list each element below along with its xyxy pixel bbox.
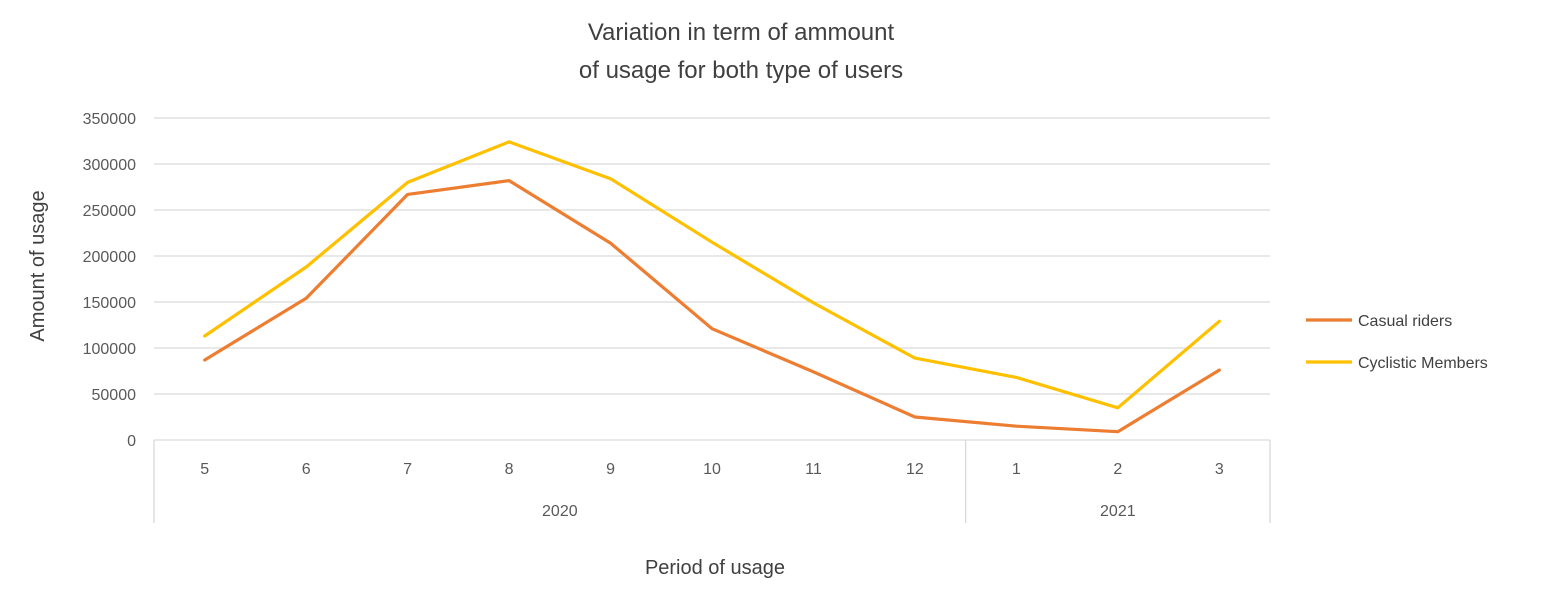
y-tick-label: 150000 <box>83 295 136 312</box>
legend-label-casual-riders: Casual riders <box>1358 313 1452 330</box>
legend: Casual riders Cyclistic Members <box>1306 313 1488 372</box>
x-tick-label: 3 <box>1215 461 1224 478</box>
casual-riders-line <box>203 179 1221 434</box>
x-group-label: 2020 <box>542 503 578 520</box>
chart-title-line-2: of usage for both type of users <box>579 57 903 84</box>
y-tick-label: 200000 <box>83 249 136 266</box>
legend-label-cyclistic-members: Cyclistic Members <box>1358 355 1488 372</box>
y-tick-label: 0 <box>127 433 136 450</box>
x-tick-label: 12 <box>906 461 924 478</box>
gridlines <box>154 117 1270 395</box>
y-axis-title: Amount of usage <box>27 190 49 341</box>
x-axis-title: Period of usage <box>645 557 785 579</box>
y-tick-label: 300000 <box>83 157 136 174</box>
chart-title: Variation in term of ammount of usage fo… <box>579 19 903 84</box>
y-tick-label: 350000 <box>83 111 136 128</box>
y-tick-label: 50000 <box>92 387 137 404</box>
x-tick-label: 2 <box>1113 461 1122 478</box>
x-tick-label: 1 <box>1012 461 1021 478</box>
y-tick-label: 250000 <box>83 203 136 220</box>
x-tick-label: 10 <box>703 461 721 478</box>
x-tick-label: 7 <box>403 461 412 478</box>
x-tick-label: 9 <box>606 461 615 478</box>
y-tick-label: 100000 <box>83 341 136 358</box>
x-tick-label: 8 <box>505 461 514 478</box>
x-tick-label: 11 <box>805 461 822 478</box>
series-lines <box>203 140 1221 434</box>
cyclistic-members-line <box>203 140 1221 410</box>
x-tick-label: 6 <box>302 461 311 478</box>
x-tick-label: 5 <box>200 461 209 478</box>
y-axis-ticks: 0 50000 100000 150000 200000 250000 300000 3500… <box>83 111 136 450</box>
chart-title-line-1: Variation in term of ammount <box>588 19 895 46</box>
x-group-label: 2021 <box>1100 503 1136 520</box>
